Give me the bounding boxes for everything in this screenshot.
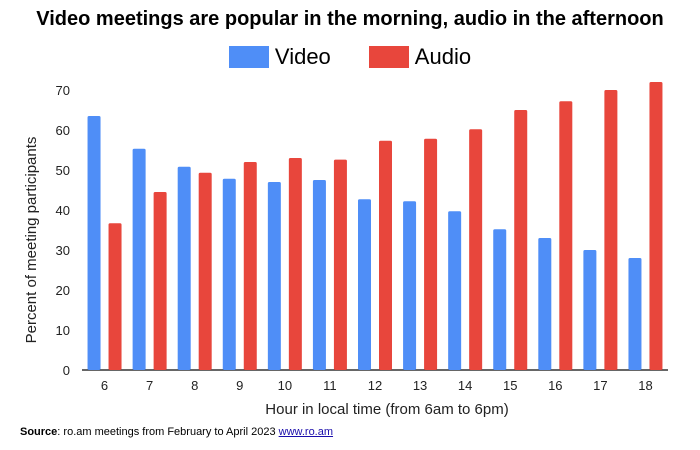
bar-video (358, 199, 371, 370)
source-text: : ro.am meetings from February to April … (57, 426, 279, 438)
bar-video (403, 201, 417, 370)
x-tick-label: 16 (548, 378, 562, 393)
x-tick-label: 12 (368, 378, 382, 393)
x-axis-label: Hour in local time (from 6am to 6pm) (265, 401, 508, 418)
chart-legend: Video Audio (0, 44, 700, 70)
x-tick-label: 13 (413, 378, 427, 393)
y-tick-label: 30 (56, 243, 70, 258)
y-tick-label: 20 (56, 283, 70, 298)
chart-title: Video meetings are popular in the mornin… (36, 8, 664, 30)
y-tick-label: 10 (56, 323, 70, 338)
bar-video (267, 182, 281, 370)
y-axis-label: Percent of meeting participants (23, 137, 40, 344)
bar-audio (198, 172, 212, 370)
bar-audio (469, 129, 483, 370)
bar-video (448, 211, 462, 370)
source-label: Source (20, 426, 58, 438)
x-tick-label: 17 (593, 378, 607, 393)
bar-video (132, 148, 146, 370)
x-tick-label: 9 (236, 378, 243, 393)
bar-video (583, 250, 597, 370)
x-tick-label: 15 (503, 378, 517, 393)
bar-audio (288, 158, 302, 370)
x-tick-label: 7 (146, 378, 153, 393)
bar-video (538, 238, 552, 370)
legend-label-audio: Audio (414, 44, 472, 69)
bar-audio (559, 101, 573, 370)
bar-audio (153, 192, 167, 370)
legend-item-video: Video (228, 44, 331, 70)
legend-swatch-audio (368, 46, 409, 68)
legend-item-audio: Audio (368, 44, 472, 70)
y-tick-label: 0 (63, 363, 70, 378)
x-tick-label: 6 (101, 378, 108, 393)
bar-audio (333, 159, 347, 370)
bar-video (312, 180, 326, 370)
y-tick-label: 50 (56, 163, 70, 178)
bar-audio (604, 90, 618, 370)
bar-audio (379, 140, 392, 370)
legend-swatch-video (228, 46, 269, 68)
bar-audio (514, 110, 528, 370)
bar-video (628, 258, 642, 370)
y-tick-label: 60 (56, 123, 70, 138)
y-tick-label: 70 (56, 83, 70, 98)
source-note: Source: ro.am meetings from February to … (20, 426, 333, 438)
bar-video (177, 166, 191, 370)
source-link[interactable]: www.ro.am (278, 426, 334, 438)
x-tick-label: 10 (278, 378, 292, 393)
bar-audio (424, 138, 438, 370)
x-tick-label: 18 (638, 378, 652, 393)
y-tick-label: 40 (56, 203, 70, 218)
bar-audio (649, 82, 663, 370)
bar-video (493, 229, 507, 370)
x-tick-label: 8 (191, 378, 198, 393)
bar-audio (243, 162, 257, 370)
bar-video (222, 178, 236, 370)
bar-audio (108, 223, 122, 370)
bar-video (87, 116, 101, 370)
legend-label-video: Video (274, 44, 331, 69)
x-tick-label: 14 (458, 378, 472, 393)
x-tick-label: 11 (323, 378, 337, 393)
